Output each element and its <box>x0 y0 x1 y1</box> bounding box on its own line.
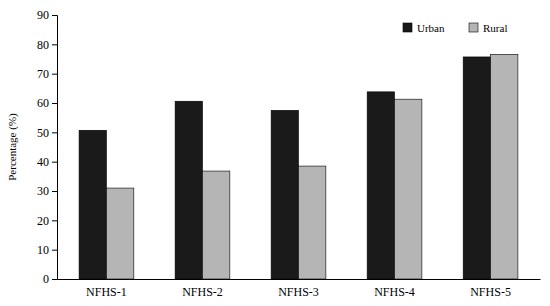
x-axis: NFHS-1 NFHS-2 NFHS-3 NFHS-4 NFHS-5 <box>58 279 541 299</box>
bar <box>463 57 490 279</box>
x-tick-label: NFHS-3 <box>278 285 319 299</box>
y-tick-label: 0 <box>43 272 49 286</box>
bar <box>202 171 229 279</box>
y-tick-mark <box>52 74 57 75</box>
y-tick-mark <box>52 103 57 104</box>
x-tick: NFHS-3 <box>278 279 319 299</box>
x-tick: NFHS-4 <box>374 279 415 299</box>
x-tick-label: NFHS-4 <box>374 285 415 299</box>
y-tick-label: 50 <box>37 126 49 140</box>
y-tick: 10 <box>37 243 57 257</box>
y-axis-line <box>52 16 58 280</box>
legend-label: Urban <box>417 22 445 34</box>
y-tick: 70 <box>37 67 57 81</box>
bar <box>491 54 518 279</box>
x-axis-line <box>58 279 541 280</box>
legend-swatch <box>469 23 478 32</box>
x-tick: NFHS-2 <box>182 279 223 299</box>
x-tick: NFHS-1 <box>86 279 127 299</box>
y-tick: 90 <box>37 8 57 22</box>
bar <box>299 166 326 279</box>
bar <box>79 130 106 279</box>
y-tick-mark <box>52 220 57 221</box>
plot: 0102030405060708090NFHS-1NFHS-2NFHS-3NFH… <box>37 8 541 298</box>
y-tick: 30 <box>37 184 57 198</box>
y-tick-mark <box>52 15 57 16</box>
y-tick-mark <box>52 250 57 251</box>
y-tick-label: 40 <box>37 155 49 169</box>
y-tick-mark <box>52 162 57 163</box>
y-tick: 40 <box>37 155 57 169</box>
y-tick-mark <box>52 191 57 192</box>
y-tick-label: 90 <box>37 8 49 22</box>
bar <box>175 101 202 279</box>
bar <box>395 99 422 279</box>
y-tick-label: 70 <box>37 67 49 81</box>
y-tick: 60 <box>37 96 57 110</box>
x-tick-label: NFHS-1 <box>86 285 127 299</box>
x-tick: NFHS-5 <box>470 279 511 299</box>
x-tick-label: NFHS-5 <box>470 285 511 299</box>
y-tick-label: 30 <box>37 184 49 198</box>
y-tick-label: 10 <box>37 243 49 257</box>
legend: Urban Rural <box>403 22 507 34</box>
y-tick-mark <box>52 279 57 280</box>
y-tick-label: 20 <box>37 214 49 228</box>
y-tick-label: 80 <box>37 38 49 52</box>
y-tick-mark <box>52 44 57 45</box>
y-tick: 0 <box>43 272 57 286</box>
y-tick: 20 <box>37 214 57 228</box>
y-axis-title: Percentage (%) <box>6 113 19 181</box>
bars <box>79 54 518 279</box>
chart: 0102030405060708090NFHS-1NFHS-2NFHS-3NFH… <box>0 0 550 306</box>
legend-swatch <box>403 23 412 32</box>
y-tick: 80 <box>37 38 57 52</box>
bar <box>367 92 394 279</box>
bar <box>271 110 298 279</box>
y-tick: 50 <box>37 126 57 140</box>
y-axis: 0 10 20 30 40 50 60 70 80 90 <box>37 8 58 286</box>
legend-label: Rural <box>483 22 507 34</box>
y-tick-mark <box>52 132 57 133</box>
bar <box>106 188 133 279</box>
x-tick-label: NFHS-2 <box>182 285 223 299</box>
y-tick-label: 60 <box>37 96 49 110</box>
